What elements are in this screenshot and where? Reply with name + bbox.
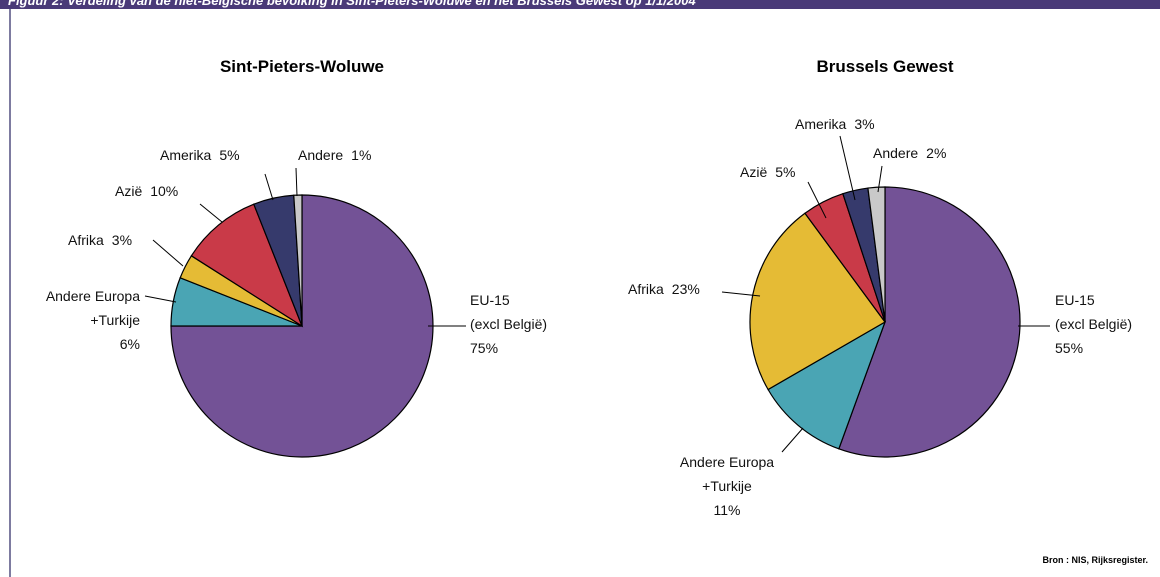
leader-line (295, 167, 298, 197)
slice-label: Afrika 3% (68, 228, 132, 252)
category-label: Amerika (160, 147, 212, 163)
value-label: 1% (351, 147, 372, 163)
category-label: EU-15 (excl België) (470, 292, 548, 332)
category-label: Amerika (795, 116, 847, 132)
category-label: Andere (873, 145, 919, 161)
value-label: 6% (119, 336, 140, 352)
value-label: 2% (926, 145, 947, 161)
value-label: 55% (1055, 340, 1084, 356)
slice-label: Afrika 23% (628, 277, 700, 301)
value-label: 3% (854, 116, 875, 132)
value-label: 23% (671, 281, 700, 297)
leader-line (144, 295, 177, 303)
frame-border (9, 9, 11, 577)
slice-label: Andere Europa +Turkije 6% (46, 284, 140, 356)
leader-line (781, 427, 804, 453)
leader-line (839, 135, 856, 201)
slice-label: Andere Europa +Turkije 11% (680, 450, 774, 522)
value-label: 5% (219, 147, 240, 163)
header-text: Figuur 2: Verdeling van de niet-Belgisch… (8, 0, 696, 8)
slice-label: EU-15 (excl België) 55% (1055, 288, 1132, 360)
category-label: Andere Europa +Turkije (679, 454, 775, 494)
category-label: Afrika (628, 281, 664, 297)
slice-label: Amerika 5% (160, 143, 240, 167)
leader-line (152, 239, 184, 267)
slice-label: Andere 1% (298, 143, 371, 167)
slice-label: Andere 2% (873, 141, 946, 165)
chart-title: Sint-Pieters-Woluwe (220, 57, 384, 76)
value-label: 11% (713, 502, 741, 518)
pie-slice (767, 320, 887, 450)
chart-title: Brussels Gewest (816, 57, 953, 76)
slice-label: Azië 10% (115, 179, 178, 203)
leader-line (264, 173, 274, 201)
value-label: 5% (775, 164, 796, 180)
value-label: 3% (111, 232, 133, 248)
pie-slice (867, 186, 886, 323)
value-label: 10% (150, 183, 179, 199)
category-label: Andere Europa +Turkije (45, 288, 140, 328)
leader-line (199, 203, 223, 223)
slice-label: EU-15 (excl België) 75% (470, 288, 547, 360)
leader-line (877, 165, 883, 193)
category-label: EU-15 (excl België) (1055, 292, 1133, 332)
leader-line (721, 291, 761, 297)
category-label: Azië (115, 183, 143, 199)
category-label: Azië (740, 164, 768, 180)
pie-slice (170, 194, 434, 458)
pie-slice (293, 194, 303, 327)
category-label: Andere (298, 147, 344, 163)
pie-slice (749, 212, 886, 391)
category-label: Afrika (68, 232, 104, 248)
source-note: Bron : NIS, Rijksregister. (1042, 555, 1148, 565)
leader-line (807, 181, 827, 219)
pie-slice (190, 203, 304, 328)
value-label: 75% (470, 340, 499, 356)
header-bar: Figuur 2: Verdeling van de niet-Belgisch… (0, 0, 1160, 9)
slice-label: Amerika 3% (795, 112, 875, 136)
slice-label: Azië 5% (740, 160, 795, 184)
pie-slice (838, 186, 1021, 458)
